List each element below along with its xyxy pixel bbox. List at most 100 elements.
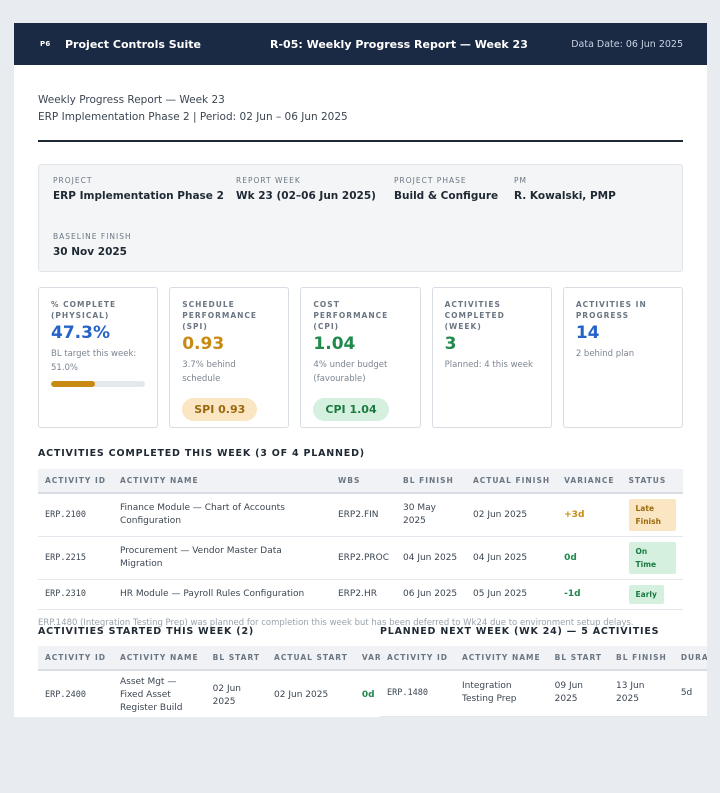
bl-finish: 04 Jun 2025	[396, 536, 466, 580]
bl-start: 09 Jun 2025	[547, 670, 610, 717]
duration: 5d	[673, 670, 707, 717]
meta-project-phase: PROJECT PHASE Build & Configure	[394, 176, 498, 202]
bl-start: 02 Jun 2025	[205, 670, 268, 717]
variance: 0d	[557, 536, 622, 580]
planned-section-title: PLANNED NEXT WEEK (WK 24) — 5 ACTIVITIES	[380, 626, 660, 637]
activity-id: ERP.2400	[38, 670, 113, 717]
meta-label: PROJECT	[53, 176, 93, 185]
activity-id: ERP.1480	[380, 670, 455, 717]
column-header[interactable]: BL FINISH	[396, 469, 466, 494]
wbs: ERP2.PROC	[330, 536, 396, 580]
report-title: R-05: Weekly Progress Report — Week 23	[270, 37, 528, 51]
report-subheading: ERP Implementation Phase 2 | Period: 02 …	[38, 111, 348, 123]
meta-label: BASELINE FINISH	[53, 232, 132, 241]
activity-id: ERP.2100	[38, 493, 113, 537]
app-logo: P6	[40, 40, 51, 48]
status-cell: Late Finish	[621, 493, 683, 537]
lower-sections: ACTIVITIES STARTED THIS WEEK (2) ACTIVIT…	[38, 626, 707, 717]
column-header[interactable]: ACTUAL FINISH	[466, 469, 558, 494]
progress-bar-fill	[51, 381, 96, 387]
status-cell: Early	[621, 579, 683, 610]
column-header[interactable]: ACTIVITY NAME	[112, 469, 331, 494]
table-row[interactable]: ERP.2215 Procurement — Vendor Master Dat…	[38, 536, 683, 580]
cpi-pill: CPI 1.04	[313, 398, 389, 421]
spi-pill: SPI 0.93	[182, 398, 258, 421]
column-header[interactable]: STATUS	[621, 469, 683, 494]
activity-name: Asset Mgt — Fixed Asset Register Build	[112, 670, 206, 717]
meta-value: 30 Nov 2025	[53, 246, 127, 258]
kpi-row: % COMPLETE (PHYSICAL) 47.3% BL target th…	[38, 287, 684, 428]
report-heading: Weekly Progress Report — Week 23	[38, 94, 225, 106]
kpi-note: 3.7% behind schedule	[182, 360, 236, 384]
kpi-cpi: COST PERFORMANCE (CPI) 1.04 4% under bud…	[300, 287, 421, 428]
kpi-activities-in-progress: ACTIVITIES IN PROGRESS 14 2 behind plan	[562, 287, 684, 428]
kpi-label: % COMPLETE (PHYSICAL)	[51, 300, 117, 320]
table-row[interactable]: ERP.2310 HR Module — Payroll Rules Confi…	[38, 579, 683, 610]
data-date: Data Date: 06 Jun 2025	[571, 38, 683, 50]
kpi-label: ACTIVITIES IN PROGRESS	[575, 300, 647, 320]
table-header-row: ACTIVITY ID ACTIVITY NAME WBS BL FINISH …	[38, 469, 683, 494]
kpi-label: SCHEDULE PERFORMANCE (SPI)	[182, 300, 258, 331]
report-window: P6 Project Controls Suite R-05: Weekly P…	[14, 23, 707, 717]
kpi-note: BL target this week: 51.0%	[51, 349, 137, 373]
table-header-row: ACTIVITY ID ACTIVITY NAME BL START ACTUA…	[38, 646, 389, 671]
meta-value: R. Kowalski, PMP	[514, 190, 616, 202]
wbs: ERP2.FIN	[330, 493, 396, 537]
meta-label: REPORT WEEK	[236, 176, 301, 185]
top-bar: P6 Project Controls Suite R-05: Weekly P…	[14, 23, 707, 65]
column-header[interactable]: DURATION	[673, 646, 707, 671]
column-header[interactable]: ACTIVITY NAME	[112, 646, 206, 671]
column-header[interactable]: BL START	[205, 646, 268, 671]
column-header[interactable]: ACTIVITY ID	[380, 646, 455, 671]
kpi-value: 14	[575, 323, 600, 343]
table-row[interactable]: ERP.2100 Finance Module — Chart of Accou…	[38, 493, 683, 537]
column-header[interactable]: BL FINISH	[609, 646, 674, 671]
meta-label: PROJECT PHASE	[394, 176, 467, 185]
suite-name: Project Controls Suite	[65, 37, 201, 51]
meta-value: ERP Implementation Phase 2	[53, 190, 224, 202]
bl-finish: 13 Jun 2025	[609, 670, 674, 717]
project-meta-panel: PROJECT ERP Implementation Phase 2 REPOR…	[38, 164, 683, 272]
column-header[interactable]: ACTUAL START	[267, 646, 355, 671]
column-header[interactable]: VARIANCE	[557, 469, 622, 494]
variance: -1d	[557, 579, 622, 610]
column-header[interactable]: WBS	[330, 469, 396, 494]
deferral-footnote: ERP.1480 (Integration Testing Prep) was …	[38, 618, 634, 628]
started-activities-table: ACTIVITY ID ACTIVITY NAME BL START ACTUA…	[38, 646, 389, 717]
activity-name: HR Module — Payroll Rules Configuration	[112, 579, 331, 610]
column-header[interactable]: ACTIVITY ID	[38, 646, 113, 671]
table-row[interactable]: ERP.2400 Asset Mgt — Fixed Asset Registe…	[38, 670, 389, 717]
column-header[interactable]: ACTIVITY ID	[38, 469, 113, 494]
column-header[interactable]: ACTIVITY NAME	[454, 646, 548, 671]
actual-finish: 02 Jun 2025	[466, 493, 558, 537]
kpi-percent-complete: % COMPLETE (PHYSICAL) 47.3% BL target th…	[38, 287, 159, 428]
meta-value: Build & Configure	[394, 190, 499, 202]
progress-bar	[51, 381, 145, 387]
planned-activities-table: ACTIVITY ID ACTIVITY NAME BL START BL FI…	[380, 646, 707, 717]
meta-project: PROJECT ERP Implementation Phase 2	[53, 176, 224, 202]
status-badge: On Time	[628, 542, 676, 574]
meta-value: Wk 23 (02–06 Jun 2025)	[236, 190, 376, 202]
kpi-spi: SCHEDULE PERFORMANCE (SPI) 0.93 3.7% beh…	[169, 287, 290, 428]
activity-id: ERP.2310	[38, 579, 113, 610]
column-header[interactable]: BL START	[547, 646, 610, 671]
kpi-note: 4% under budget (favourable)	[313, 360, 388, 384]
kpi-label: ACTIVITIES COMPLETED (WEEK)	[444, 300, 505, 331]
kpi-label: COST PERFORMANCE (CPI)	[313, 300, 389, 331]
completed-activities-table: ACTIVITY ID ACTIVITY NAME WBS BL FINISH …	[38, 469, 683, 610]
kpi-value: 47.3%	[51, 323, 110, 343]
table-row[interactable]: ERP.1480 Integration Testing Prep 09 Jun…	[380, 670, 707, 717]
kpi-note: Planned: 4 this week	[444, 360, 533, 370]
activity-name: Finance Module — Chart of Accounts Confi…	[112, 493, 331, 537]
kpi-value: 1.04	[313, 334, 356, 354]
meta-label: PM	[514, 176, 527, 185]
status-badge: Early	[628, 585, 664, 604]
meta-report-week: REPORT WEEK Wk 23 (02–06 Jun 2025)	[236, 176, 376, 202]
started-section-title: ACTIVITIES STARTED THIS WEEK (2)	[38, 626, 255, 637]
report-header: Weekly Progress Report — Week 23 ERP Imp…	[38, 92, 683, 126]
completed-section-title: ACTIVITIES COMPLETED THIS WEEK (3 OF 4 P…	[38, 448, 365, 459]
planned-section: PLANNED NEXT WEEK (WK 24) — 5 ACTIVITIES…	[380, 626, 707, 717]
meta-baseline-finish: BASELINE FINISH 30 Nov 2025	[53, 232, 132, 258]
status-badge: Late Finish	[628, 499, 676, 531]
kpi-activities-completed: ACTIVITIES COMPLETED (WEEK) 3 Planned: 4…	[431, 287, 552, 428]
